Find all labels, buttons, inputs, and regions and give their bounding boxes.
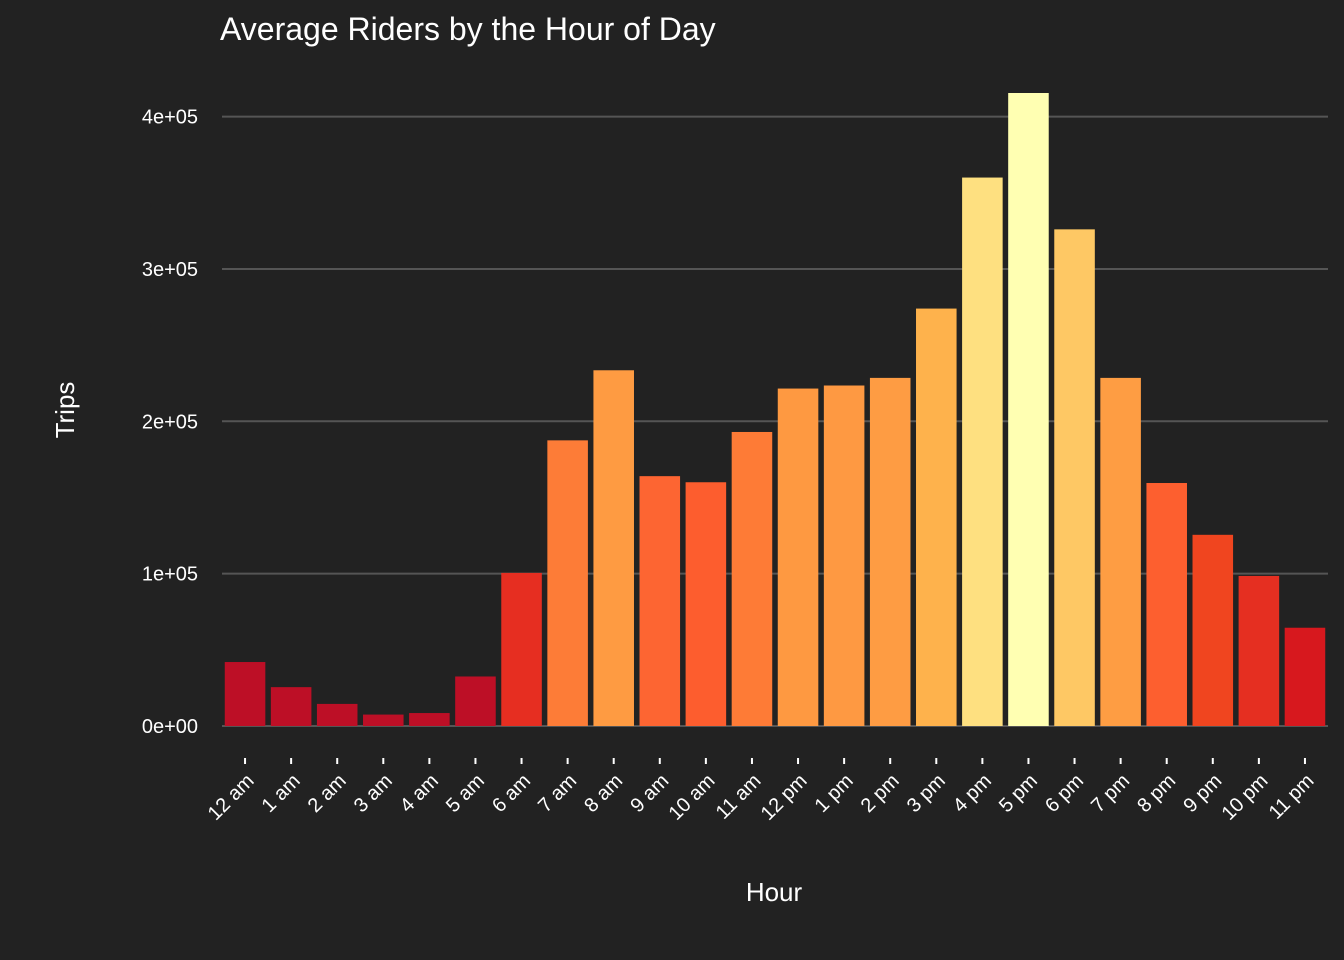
bar <box>1284 627 1326 726</box>
x-tick-label: 6 pm <box>1041 770 1088 817</box>
bar <box>224 662 266 726</box>
bar <box>869 377 911 726</box>
bars <box>224 93 1326 727</box>
bar <box>316 703 358 726</box>
bar <box>1238 575 1280 726</box>
bar <box>363 714 404 726</box>
x-tick-label: 8 pm <box>1133 770 1180 817</box>
y-tick-label: 3e+05 <box>142 259 198 281</box>
bar <box>731 431 773 726</box>
bar <box>547 440 588 726</box>
y-axis-ticks: 0e+00 1e+05 2e+05 3e+05 4e+05 <box>142 107 198 738</box>
bar <box>639 476 681 726</box>
x-tick-label: 3 am <box>350 770 397 817</box>
x-tick-label: 5 pm <box>995 770 1042 817</box>
y-tick-label: 0e+00 <box>142 716 198 738</box>
x-tick-label: 1 pm <box>811 770 858 817</box>
x-tick-label: 6 am <box>488 770 535 817</box>
bar <box>777 388 819 726</box>
x-axis-ticks: 12 am 1 am 2 am 3 am 4 am 5 am 6 am 7 am 8 am 9 a… <box>204 758 1319 825</box>
bar <box>1192 534 1234 726</box>
chart-title: Average Riders by the Hour of Day <box>220 11 716 47</box>
x-tick-label: 4 am <box>396 770 443 817</box>
x-tick-label: 3 pm <box>903 770 950 817</box>
x-tick-label: 2 am <box>304 770 351 817</box>
bar <box>455 676 496 726</box>
bar <box>501 572 542 726</box>
bar <box>916 308 957 726</box>
bar <box>823 385 865 726</box>
y-tick-label: 1e+05 <box>142 564 198 586</box>
bar <box>685 482 727 726</box>
x-tick-label: 11 am <box>712 770 766 824</box>
x-tick-label: 10 am <box>665 770 720 825</box>
bar <box>409 713 450 726</box>
x-tick-label: 4 pm <box>949 770 996 817</box>
y-axis-title: Trips <box>50 382 80 439</box>
y-tick-label: 4e+05 <box>142 107 198 129</box>
x-axis-title: Hour <box>746 877 803 907</box>
x-tick-label: 7 am <box>534 770 581 817</box>
x-tick-label: 2 pm <box>857 770 904 817</box>
bar <box>1054 229 1095 727</box>
bar <box>1100 377 1141 726</box>
bar <box>1008 93 1049 726</box>
bar <box>962 177 1003 726</box>
bar <box>270 687 312 726</box>
x-tick-label: 11 pm <box>1265 770 1319 824</box>
bar <box>593 370 634 726</box>
x-tick-label: 5 am <box>442 770 489 817</box>
bar <box>1146 483 1187 726</box>
gridlines <box>222 115 1328 727</box>
y-tick-label: 2e+05 <box>142 411 198 433</box>
x-tick-label: 12 pm <box>757 770 812 825</box>
x-tick-label: 12 am <box>204 770 259 825</box>
x-tick-label: 7 pm <box>1087 770 1134 817</box>
x-tick-label: 1 am <box>258 770 305 817</box>
x-tick-label: 8 am <box>580 770 627 817</box>
x-tick-label: 10 pm <box>1218 770 1273 825</box>
